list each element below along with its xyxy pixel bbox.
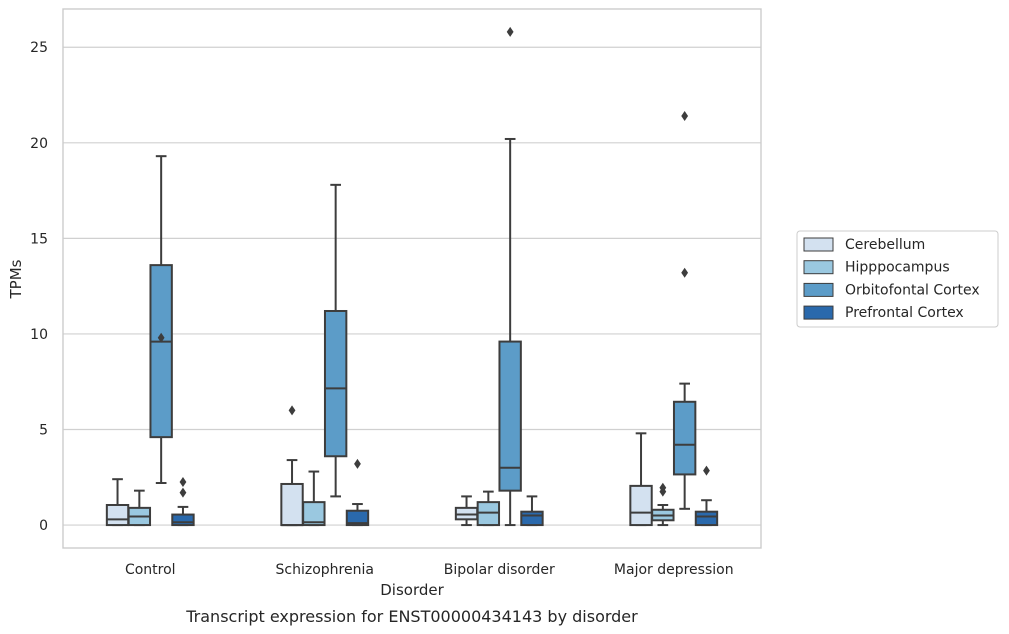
box-iqr	[498, 340, 522, 492]
box-group	[149, 155, 173, 485]
box-iqr	[672, 400, 697, 476]
y-tick-label: 20	[30, 136, 48, 152]
legend-entry-label: Cerebellum	[845, 237, 925, 253]
box-iqr	[345, 509, 370, 527]
boxes	[105, 26, 719, 527]
outlier-point	[354, 458, 361, 469]
box-group	[454, 495, 479, 527]
legend-entry-label: Hipppocampus	[845, 260, 950, 276]
x-tick-label: Bipolar disorder	[444, 562, 555, 578]
box-group	[694, 465, 719, 527]
outlier-point	[681, 111, 689, 122]
box-iqr	[323, 309, 348, 458]
box-group	[498, 26, 522, 527]
box-group	[105, 478, 130, 527]
box-group	[629, 432, 653, 527]
outlier-point	[157, 332, 165, 343]
legend-entry-label: Orbitofontal Cortex	[845, 282, 980, 298]
box-group	[171, 477, 195, 527]
legend-frame	[796, 230, 999, 328]
box-iqr	[149, 264, 173, 439]
box-iqr	[280, 482, 304, 527]
box-iqr	[629, 484, 653, 527]
box-iqr	[694, 510, 719, 527]
outlier-point	[288, 405, 296, 416]
y-axis-ticks: 0 5 10 15 20 25	[30, 40, 48, 534]
y-tick-label: 25	[30, 40, 48, 56]
box-iqr	[105, 503, 130, 527]
y-tick-label: 15	[30, 231, 48, 247]
x-tick-label: Control	[125, 562, 176, 578]
box-iqr	[171, 513, 195, 527]
box-group	[476, 490, 501, 527]
chart-caption: Transcript expression for ENST0000043414…	[185, 607, 638, 626]
y-axis-label: TPMs	[7, 259, 25, 299]
box-group	[127, 489, 152, 527]
outlier-point	[703, 465, 710, 476]
box-iqr	[520, 510, 544, 527]
outlier-point	[506, 26, 514, 37]
plot-area-frame	[62, 8, 762, 549]
box-group	[280, 405, 304, 527]
box-group	[651, 482, 675, 527]
box-group	[672, 111, 697, 510]
box-iqr	[302, 501, 326, 527]
legend-entry-label: Prefrontal Cortex	[845, 305, 964, 321]
legend-swatch	[803, 260, 834, 275]
x-axis-ticks: Control Schizophrenia Bipolar disorder Majo…	[125, 562, 734, 578]
outlier-point	[659, 482, 667, 493]
x-tick-label: Major depression	[614, 562, 734, 578]
x-axis-label: Disorder	[380, 581, 444, 599]
legend-swatch	[803, 305, 834, 320]
y-tick-label: 5	[39, 422, 48, 438]
box-group	[520, 495, 544, 527]
box-group	[345, 458, 370, 527]
x-tick-label: Schizophrenia	[276, 562, 374, 578]
y-tick-label: 10	[30, 327, 48, 343]
legend-swatch	[803, 237, 834, 252]
y-tick-label: 0	[39, 518, 48, 534]
box-group	[323, 183, 348, 498]
outlier-point	[179, 477, 187, 488]
legend-swatch	[803, 282, 834, 297]
outlier-point	[179, 487, 187, 498]
legend: Cerebellum Hipppocampus Orbitofontal Corte…	[796, 230, 999, 328]
outlier-point	[681, 267, 689, 278]
box-group	[302, 470, 326, 527]
